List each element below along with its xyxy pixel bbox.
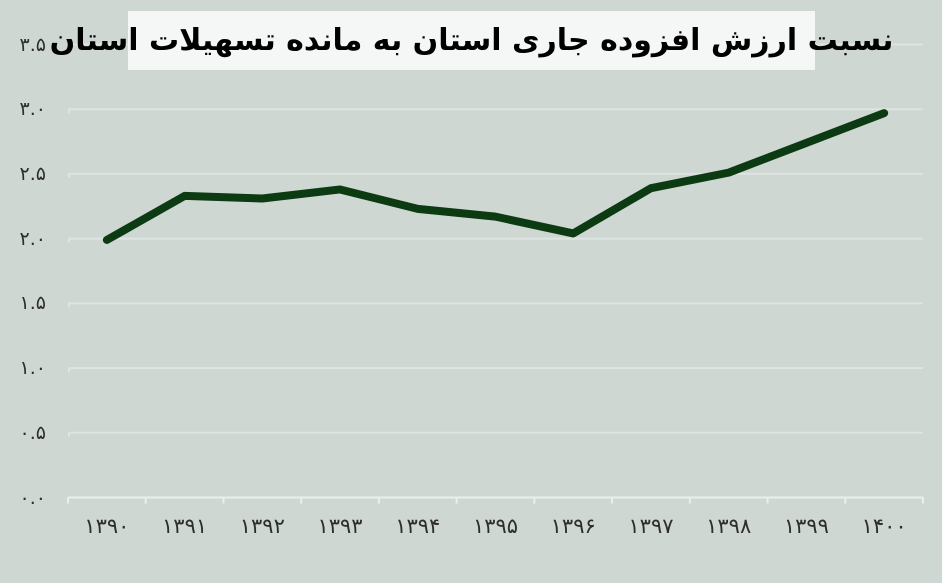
- data-series-line: [102, 109, 889, 244]
- x-tick-label: ۱۴۰۰: [861, 514, 907, 538]
- x-tick-label: ۱۳۹۸: [706, 514, 752, 538]
- x-tick-label: ۱۳۹۶: [550, 514, 596, 538]
- y-tick-label: ۲.۵: [19, 162, 46, 185]
- x-tick-label: ۱۳۹۴: [395, 514, 441, 538]
- y-tick-label: ۱.۵: [19, 292, 46, 315]
- y-tick-label: ۳.۵: [19, 33, 46, 56]
- y-tick-label: ۰.۰: [19, 486, 46, 509]
- x-tick-label: ۱۳۹۷: [628, 514, 674, 538]
- y-tick-label: ۰.۵: [19, 421, 46, 444]
- y-tick-label: ۱.۰: [19, 357, 46, 380]
- y-tick-label: ۲.۰: [19, 227, 46, 250]
- y-tick-label: ۳.۰: [19, 98, 46, 121]
- chart-title: نسبت ارزش افزوده جاری استان به مانده تسه…: [49, 22, 894, 58]
- x-tick-label: ۱۳۹۰: [84, 514, 130, 538]
- x-tick-label: ۱۳۹۳: [317, 514, 363, 538]
- x-tick-label: ۱۳۹۲: [239, 514, 285, 538]
- x-tick-label: ۱۳۹۹: [783, 514, 829, 538]
- chart-title-box: نسبت ارزش افزوده جاری استان به مانده تسه…: [50, 11, 893, 70]
- x-tick-label: ۱۳۹۱: [162, 514, 208, 538]
- x-tick-label: ۱۳۹۵: [472, 514, 519, 538]
